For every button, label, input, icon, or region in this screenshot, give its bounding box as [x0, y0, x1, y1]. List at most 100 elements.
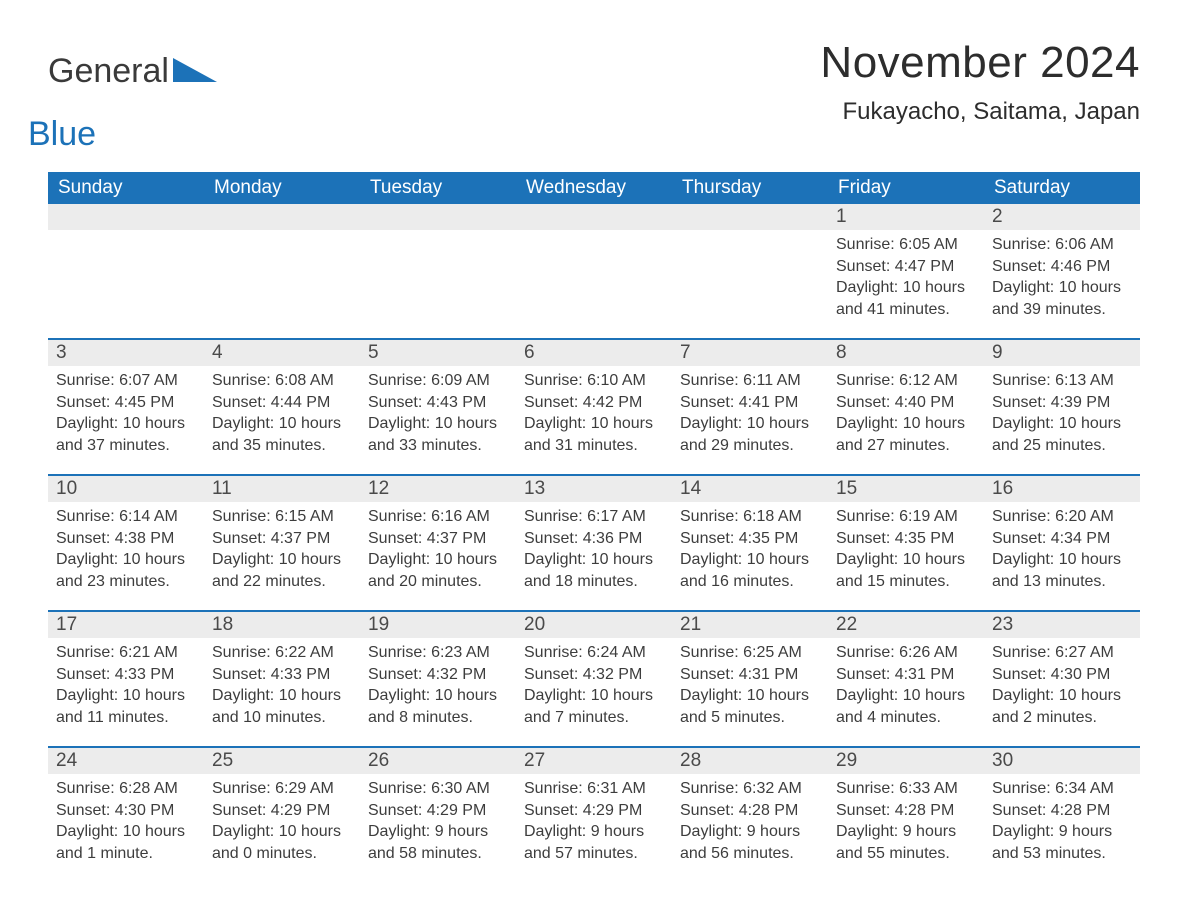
calendar-week-row: 24Sunrise: 6:28 AMSunset: 4:30 PMDayligh… — [48, 746, 1140, 882]
sunrise-text: Sunrise: 6:28 AM — [56, 778, 196, 800]
sunrise-text: Sunrise: 6:06 AM — [992, 234, 1132, 256]
day-number: 28 — [672, 746, 828, 774]
day-number: 26 — [360, 746, 516, 774]
day-number: 10 — [48, 474, 204, 502]
sunrise-text: Sunrise: 6:26 AM — [836, 642, 976, 664]
day-content — [360, 230, 516, 338]
day-number: 8 — [828, 338, 984, 366]
calendar-week-row: 17Sunrise: 6:21 AMSunset: 4:33 PMDayligh… — [48, 610, 1140, 746]
daylight-text: Daylight: 9 hours and 56 minutes. — [680, 821, 820, 864]
calendar-day-cell: 1Sunrise: 6:05 AMSunset: 4:47 PMDaylight… — [828, 204, 984, 338]
daylight-text: Daylight: 9 hours and 55 minutes. — [836, 821, 976, 864]
day-content: Sunrise: 6:05 AMSunset: 4:47 PMDaylight:… — [828, 230, 984, 338]
calendar-day-cell: 10 Sunrise: 6:14 AMSunset: 4:38 PMDayligh… — [48, 474, 204, 610]
day-number: 15 — [828, 474, 984, 502]
daylight-text: Daylight: 10 hours and 8 minutes. — [368, 685, 508, 728]
day-content: Sunrise: 6:11 AMSunset: 4:41 PMDaylight:… — [672, 366, 828, 474]
daylight-text: Daylight: 10 hours and 39 minutes. — [992, 277, 1132, 320]
day-number: 1 — [828, 204, 984, 230]
calendar-day-cell: 30Sunrise: 6:34 AMSunset: 4:28 PMDayligh… — [984, 746, 1140, 882]
calendar-day-cell: 29Sunrise: 6:33 AMSunset: 4:28 PMDayligh… — [828, 746, 984, 882]
calendar-week-row: 1Sunrise: 6:05 AMSunset: 4:47 PMDaylight… — [48, 204, 1140, 338]
sunset-text: Sunset: 4:29 PM — [368, 800, 508, 822]
calendar-day-cell: 14Sunrise: 6:18 AMSunset: 4:35 PMDayligh… — [672, 474, 828, 610]
day-number: 4 — [204, 338, 360, 366]
daylight-text: Daylight: 10 hours and 2 minutes. — [992, 685, 1132, 728]
day-number: 7 — [672, 338, 828, 366]
day-number — [516, 204, 672, 230]
sunset-text: Sunset: 4:28 PM — [836, 800, 976, 822]
calendar-day-cell: 24Sunrise: 6:28 AMSunset: 4:30 PMDayligh… — [48, 746, 204, 882]
day-content: Sunrise: 6:21 AMSunset: 4:33 PMDaylight:… — [48, 638, 204, 746]
sunrise-text: Sunrise: 6:14 AM — [56, 506, 196, 528]
sunrise-text: Sunrise: 6:20 AM — [992, 506, 1132, 528]
calendar-day-cell: 7Sunrise: 6:11 AMSunset: 4:41 PMDaylight… — [672, 338, 828, 474]
daylight-text: Daylight: 10 hours and 23 minutes. — [56, 549, 196, 592]
sunset-text: Sunset: 4:28 PM — [992, 800, 1132, 822]
calendar-day-cell: 21Sunrise: 6:25 AMSunset: 4:31 PMDayligh… — [672, 610, 828, 746]
day-content: Sunrise: 6:06 AMSunset: 4:46 PMDaylight:… — [984, 230, 1140, 338]
sunrise-text: Sunrise: 6:16 AM — [368, 506, 508, 528]
day-number: 19 — [360, 610, 516, 638]
sunrise-text: Sunrise: 6:29 AM — [212, 778, 352, 800]
sunset-text: Sunset: 4:32 PM — [368, 664, 508, 686]
day-content: Sunrise: 6:28 AMSunset: 4:30 PMDaylight:… — [48, 774, 204, 882]
calendar-day-cell: 26Sunrise: 6:30 AMSunset: 4:29 PMDayligh… — [360, 746, 516, 882]
day-header: Monday — [204, 172, 360, 204]
day-number — [360, 204, 516, 230]
day-content: Sunrise: 6:10 AMSunset: 4:42 PMDaylight:… — [516, 366, 672, 474]
daylight-text: Daylight: 10 hours and 22 minutes. — [212, 549, 352, 592]
sunrise-text: Sunrise: 6:25 AM — [680, 642, 820, 664]
sunrise-text: Sunrise: 6:23 AM — [368, 642, 508, 664]
calendar-day-cell: 22Sunrise: 6:26 AMSunset: 4:31 PMDayligh… — [828, 610, 984, 746]
day-content: Sunrise: 6:25 AMSunset: 4:31 PMDaylight:… — [672, 638, 828, 746]
sunset-text: Sunset: 4:43 PM — [368, 392, 508, 414]
day-content: Sunrise: 6:33 AMSunset: 4:28 PMDaylight:… — [828, 774, 984, 882]
calendar-day-cell: 8Sunrise: 6:12 AMSunset: 4:40 PMDaylight… — [828, 338, 984, 474]
day-content: Sunrise: 6:19 AMSunset: 4:35 PMDaylight:… — [828, 502, 984, 610]
day-number: 27 — [516, 746, 672, 774]
sunset-text: Sunset: 4:35 PM — [680, 528, 820, 550]
calendar-day-cell: 17Sunrise: 6:21 AMSunset: 4:33 PMDayligh… — [48, 610, 204, 746]
day-content: Sunrise: 6:08 AMSunset: 4:44 PMDaylight:… — [204, 366, 360, 474]
day-content: Sunrise: 6:13 AMSunset: 4:39 PMDaylight:… — [984, 366, 1140, 474]
sunset-text: Sunset: 4:30 PM — [56, 800, 196, 822]
day-content: Sunrise: 6:27 AMSunset: 4:30 PMDaylight:… — [984, 638, 1140, 746]
sunset-text: Sunset: 4:42 PM — [524, 392, 664, 414]
day-content — [204, 230, 360, 338]
day-number: 14 — [672, 474, 828, 502]
daylight-text: Daylight: 9 hours and 58 minutes. — [368, 821, 508, 864]
day-number: 11 — [204, 474, 360, 502]
calendar-day-cell: 5Sunrise: 6:09 AMSunset: 4:43 PMDaylight… — [360, 338, 516, 474]
sunset-text: Sunset: 4:38 PM — [56, 528, 196, 550]
sunrise-text: Sunrise: 6:13 AM — [992, 370, 1132, 392]
day-content: Sunrise: 6:07 AMSunset: 4:45 PMDaylight:… — [48, 366, 204, 474]
daylight-text: Daylight: 10 hours and 10 minutes. — [212, 685, 352, 728]
sunrise-text: Sunrise: 6:34 AM — [992, 778, 1132, 800]
sunrise-text: Sunrise: 6:24 AM — [524, 642, 664, 664]
day-content: Sunrise: 6:34 AMSunset: 4:28 PMDaylight:… — [984, 774, 1140, 882]
day-number: 3 — [48, 338, 204, 366]
calendar-day-cell: 23Sunrise: 6:27 AMSunset: 4:30 PMDayligh… — [984, 610, 1140, 746]
sunrise-text: Sunrise: 6:09 AM — [368, 370, 508, 392]
brand-text-2: Blue — [28, 115, 217, 154]
calendar-day-cell: 12Sunrise: 6:16 AMSunset: 4:37 PMDayligh… — [360, 474, 516, 610]
sunset-text: Sunset: 4:45 PM — [56, 392, 196, 414]
sunrise-text: Sunrise: 6:19 AM — [836, 506, 976, 528]
day-number: 16 — [984, 474, 1140, 502]
day-number: 12 — [360, 474, 516, 502]
day-number: 21 — [672, 610, 828, 638]
day-content: Sunrise: 6:24 AMSunset: 4:32 PMDaylight:… — [516, 638, 672, 746]
brand-triangle-icon — [173, 58, 217, 87]
sunrise-text: Sunrise: 6:08 AM — [212, 370, 352, 392]
day-number: 17 — [48, 610, 204, 638]
day-number: 9 — [984, 338, 1140, 366]
calendar-day-cell: 11Sunrise: 6:15 AMSunset: 4:37 PMDayligh… — [204, 474, 360, 610]
day-header: Tuesday — [360, 172, 516, 204]
day-content: Sunrise: 6:32 AMSunset: 4:28 PMDaylight:… — [672, 774, 828, 882]
sunrise-text: Sunrise: 6:05 AM — [836, 234, 976, 256]
daylight-text: Daylight: 10 hours and 1 minute. — [56, 821, 196, 864]
day-content — [672, 230, 828, 338]
daylight-text: Daylight: 9 hours and 53 minutes. — [992, 821, 1132, 864]
day-number: 18 — [204, 610, 360, 638]
